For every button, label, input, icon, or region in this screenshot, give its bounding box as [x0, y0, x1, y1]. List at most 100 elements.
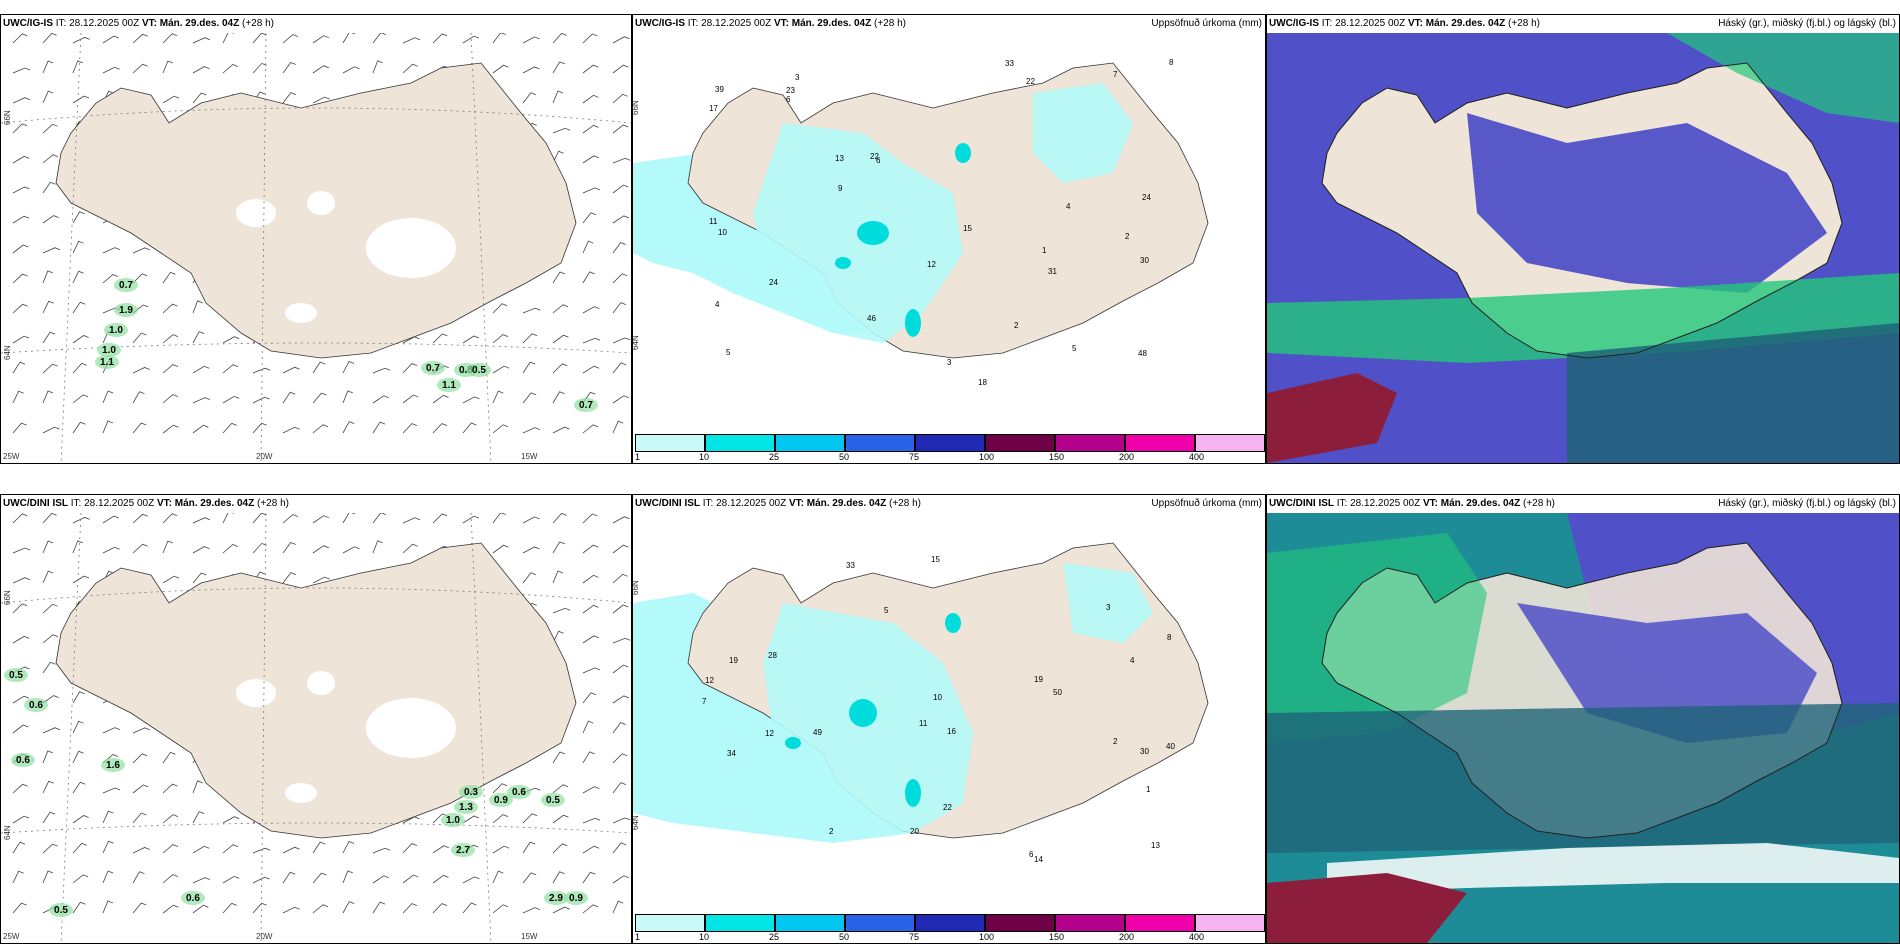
wind-barb	[582, 845, 600, 854]
model-name: UWC/IG-IS	[1269, 18, 1319, 29]
wind-barb	[612, 337, 631, 344]
wind-gust-area	[574, 398, 598, 412]
precip-value-label: 23	[786, 86, 795, 95]
precip-value-label: 39	[715, 85, 724, 94]
wind-barb	[12, 841, 26, 854]
wind-barb	[252, 847, 271, 854]
wind-barb	[12, 361, 26, 374]
glaciers	[236, 191, 456, 323]
wind-barb	[282, 426, 300, 434]
wind-barb	[582, 786, 600, 794]
wind-barb	[312, 841, 326, 854]
vt-label: VT:	[141, 18, 157, 29]
wind-barb	[42, 695, 59, 704]
wind-barb	[432, 423, 448, 434]
wind-barb	[72, 781, 86, 794]
wind-barb	[372, 847, 391, 854]
colorbar-tick: 150	[1049, 932, 1065, 942]
wind-barb	[612, 817, 631, 824]
wind-value-label: 0.9	[569, 893, 583, 904]
wind-barb	[492, 870, 504, 884]
precip-value-label: 2	[1113, 737, 1118, 746]
wind-value-label: 1.0	[102, 345, 116, 356]
wind-barb	[612, 664, 629, 674]
wind-barb	[132, 332, 147, 344]
wind-barb	[162, 904, 179, 914]
wind-value-label: 0.5	[9, 670, 23, 681]
wind-barb	[72, 394, 89, 404]
wind-gust-area	[181, 891, 205, 905]
precip-value-label: 34	[727, 749, 736, 758]
model-name: UWC/DINI ISL	[635, 498, 700, 509]
wind-gust-area	[114, 303, 138, 317]
wind-barb	[102, 390, 114, 404]
wind-barb	[582, 544, 599, 554]
wind-barb	[252, 513, 267, 524]
wind-barb	[612, 273, 628, 284]
colorbar-tick: 1	[635, 452, 641, 462]
valid-time: Mán. 29.des. 04Z	[174, 498, 255, 509]
precip-value-label: 14	[1034, 855, 1043, 864]
wind-gust-area	[11, 753, 35, 767]
wind-barb	[222, 902, 237, 914]
wind-barb	[42, 570, 54, 584]
wind-barb	[72, 60, 83, 74]
wind-barb	[72, 750, 84, 764]
wind-barb	[282, 366, 300, 374]
init-time: IT: 28.12.2025 00Z	[1321, 18, 1406, 29]
wind-barb	[492, 424, 509, 434]
wind-barb	[222, 395, 240, 404]
wind-barb	[42, 363, 58, 374]
wind-gust-area	[507, 785, 531, 799]
wind-barb	[612, 722, 626, 734]
colorbar-segment	[775, 914, 845, 932]
wind-barb	[162, 844, 179, 854]
vt-label: VT:	[788, 498, 804, 509]
wind-value-label: 1.1	[100, 357, 114, 368]
wind-value-label: 1.9	[119, 305, 133, 316]
wind-barb	[582, 604, 599, 614]
wind-barb	[192, 66, 210, 74]
cloud-map	[1267, 33, 1899, 463]
lat-label-66n: 66N	[632, 580, 640, 595]
wind-barb	[582, 904, 599, 914]
wind-barb	[102, 35, 120, 44]
wind-barb	[612, 782, 626, 794]
wind-barb	[522, 813, 538, 824]
colorbar-tick: 50	[839, 452, 850, 462]
wind-barb	[12, 186, 30, 194]
wind-value-label: 1.0	[446, 815, 460, 826]
wind-gust-area	[441, 813, 465, 827]
wind-barb	[522, 427, 540, 434]
wind-panel-ig-is: UWC/IG-IS IT: 28.12.2025 00Z VT: Mán. 29…	[0, 14, 632, 464]
wind-barb	[252, 367, 271, 374]
wind-gust-area	[437, 378, 461, 392]
wind-barb	[132, 753, 148, 764]
wind-barb	[342, 870, 353, 884]
precip-value-label: 22	[1026, 77, 1035, 86]
init-time: IT: 28.12.2025 00Z	[55, 18, 140, 29]
wind-barb	[12, 870, 24, 884]
wind-barb	[192, 877, 210, 884]
wind-barb	[102, 515, 120, 524]
precip-value-label: 33	[1005, 59, 1014, 68]
cloud-red-southwest	[1267, 873, 1467, 943]
wind-value-label: 0.7	[426, 363, 440, 374]
colorbar-tick: 100	[979, 452, 995, 462]
wind-barb	[192, 37, 211, 44]
precip-value-label: 2	[829, 827, 834, 836]
wind-barb	[42, 123, 58, 134]
wind-barb	[582, 64, 599, 74]
cloud-high-over-land	[1467, 113, 1827, 293]
wind-barb	[72, 240, 84, 254]
wind-barb	[42, 247, 61, 254]
wind-barb	[12, 577, 31, 584]
wind-barb	[282, 92, 297, 104]
wind-value-labels: 0.5 0.6 0.6 1.6 0.3 1.3 1.0 0.9 0.6 0.5 2.7 2.9 0.9 0…	[4, 668, 588, 917]
cloud-panel-header: UWC/DINI ISL IT: 28.12.2025 00Z VT: Mán.…	[1267, 495, 1899, 513]
precip-value-label: 2	[1125, 232, 1130, 241]
wind-barb	[12, 97, 31, 104]
precip-value-label: 5	[1072, 344, 1077, 353]
colorbar-segment	[775, 434, 845, 452]
